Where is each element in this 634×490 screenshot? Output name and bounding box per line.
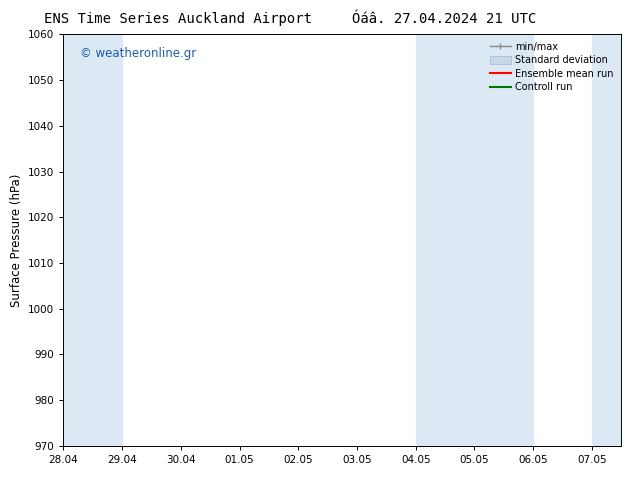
Y-axis label: Surface Pressure (hPa): Surface Pressure (hPa) <box>10 173 23 307</box>
Text: Óáâ. 27.04.2024 21 UTC: Óáâ. 27.04.2024 21 UTC <box>352 12 536 26</box>
Legend: min/max, Standard deviation, Ensemble mean run, Controll run: min/max, Standard deviation, Ensemble me… <box>487 39 616 95</box>
Bar <box>416 34 533 446</box>
Text: © weatheronline.gr: © weatheronline.gr <box>80 47 197 60</box>
Bar <box>592 34 634 446</box>
Bar <box>63 34 122 446</box>
Text: ENS Time Series Auckland Airport: ENS Time Series Auckland Airport <box>44 12 311 26</box>
